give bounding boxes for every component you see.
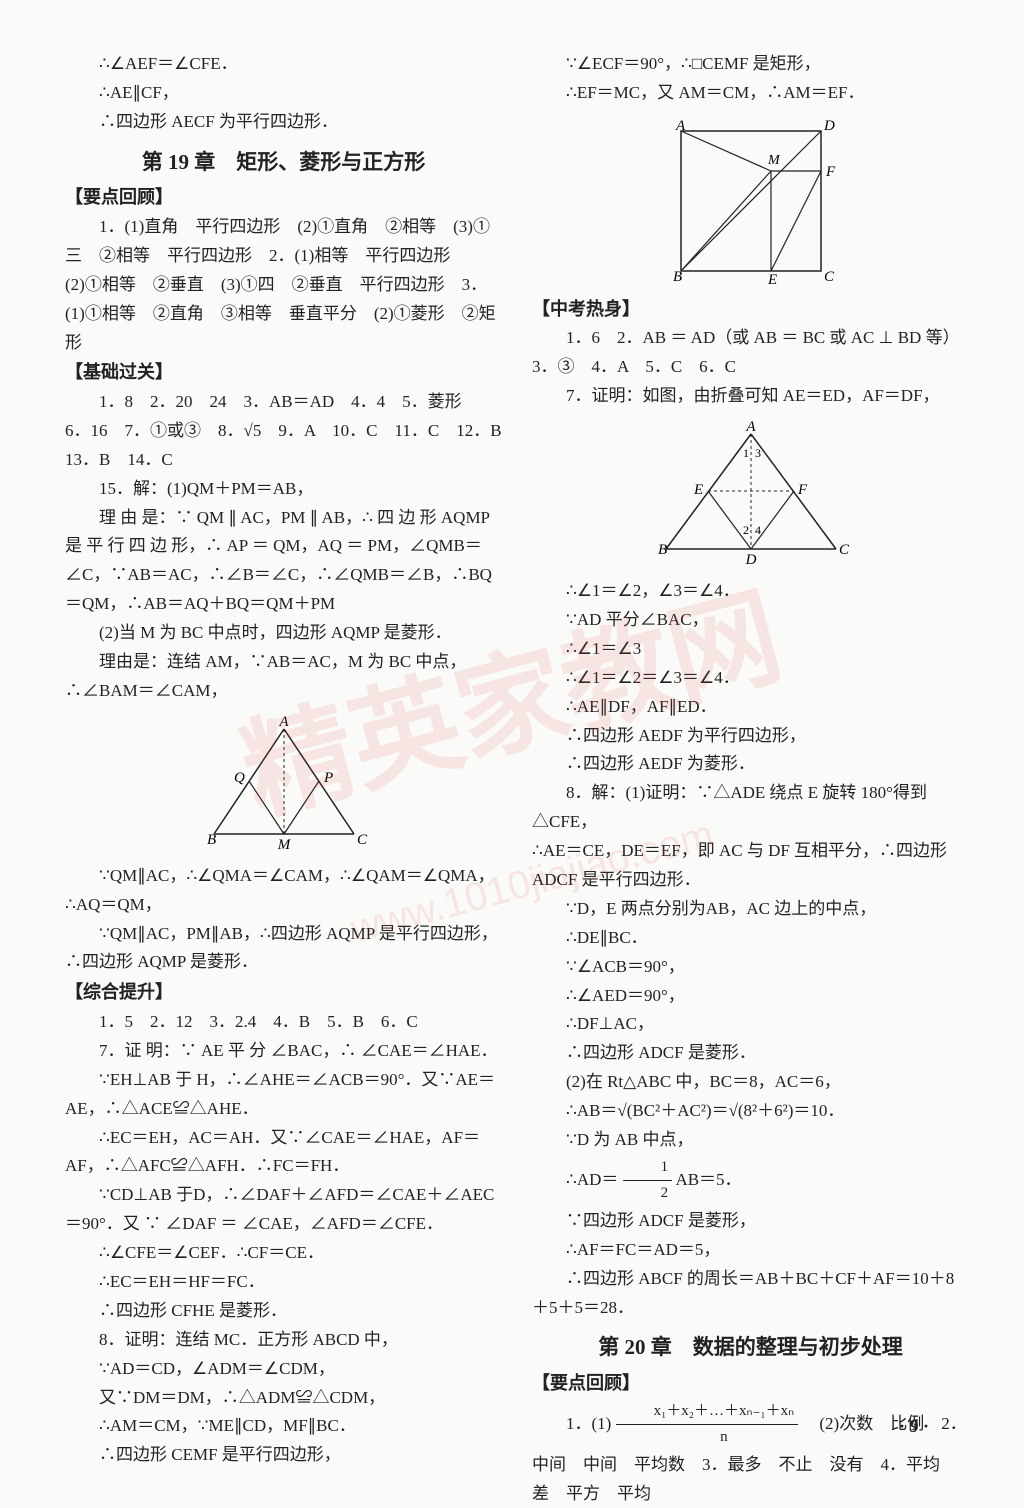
line: ∴四边形 AECF 为平行四边形．: [65, 108, 502, 137]
section-yaodian: 【要点回顾】: [65, 182, 502, 213]
q7r-4: ∴∠1＝∠3: [532, 635, 969, 664]
q8r-10: ∴AB＝√(BC²＋AC²)＝√(8²＋6²)＝10．: [532, 1097, 969, 1126]
r1: ∵∠ECF＝90°，∴□CEMF 是矩形，: [532, 50, 969, 79]
triangle-figure-2: A B C E F D 1 3 2 4: [532, 419, 969, 569]
q8r-15: ∴四边形 ABCF 的周长＝AB＋BC＋CF＋AF＝10＋8＋5＋5＝28．: [532, 1265, 969, 1323]
chapter-19-title: 第 19 章 矩形、菱形与正方形: [65, 145, 502, 181]
q7r-7: ∴四边形 AEDF 为平行四边形，: [532, 722, 969, 751]
svg-text:D: D: [744, 552, 756, 568]
section-zonghe: 【综合提升】: [65, 977, 502, 1008]
q8r-6: ∴∠AED＝90°，: [532, 982, 969, 1011]
q8r-12: ∴AD＝ 1 2 AB＝5．: [532, 1155, 969, 1207]
q8-5: ∴四边形 CEMF 是平行四边形，: [65, 1441, 502, 1470]
q7-4: ∵CD⊥AB 于D，∴∠DAF＋∠AFD＝∠CAE＋∠AEC＝90°．又 ∵ ∠…: [65, 1181, 502, 1239]
left-column: ∴∠AEF＝∠CFE． ∴AE∥CF， ∴四边形 AECF 为平行四边形． 第 …: [65, 50, 502, 1508]
q7-5: ∴∠CFE＝∠CEF．∴CF＝CE．: [65, 1239, 502, 1268]
q7-6: ∴EC＝EH＝HF＝FC．: [65, 1268, 502, 1297]
svg-text:A: A: [278, 714, 289, 730]
section-jichu: 【基础过关】: [65, 357, 502, 388]
section-yaodian2: 【要点回顾】: [532, 1368, 969, 1399]
svg-text:F: F: [825, 164, 836, 180]
svg-text:D: D: [823, 118, 835, 134]
svg-text:P: P: [323, 770, 333, 786]
q7r-1: 7．证明：如图，由折叠可知 AE＝ED，AF＝DF，: [532, 382, 969, 411]
two-column-layout: ∴∠AEF＝∠CFE． ∴AE∥CF， ∴四边形 AECF 为平行四边形． 第 …: [65, 50, 969, 1508]
q8r-4: ∴DE∥BC．: [532, 924, 969, 953]
fraction-mean: x₁＋x₂＋…＋xₙ₋₁＋xₙ n: [616, 1399, 799, 1451]
q8r-12a: ∴AD＝: [566, 1170, 618, 1189]
jichu-answers: 1．8 2．20 24 3．AB＝AD 4．4 5．菱形 6．16 7．①或③ …: [65, 388, 502, 475]
svg-text:F: F: [797, 482, 808, 498]
frac-num: 1: [623, 1155, 673, 1182]
svg-text:A: A: [745, 419, 756, 435]
q8-2: ∵AD＝CD，∠ADM＝∠CDM，: [65, 1355, 502, 1384]
fraction-half: 1 2: [623, 1155, 673, 1207]
right-column: ∵∠ECF＝90°，∴□CEMF 是矩形， ∴EF＝MC，又 AM＝CM，∴AM…: [532, 50, 969, 1508]
q7r-8: ∴四边形 AEDF 为菱形．: [532, 750, 969, 779]
q8r-1: 8．解：(1)证明：∵△ADE 绕点 E 旋转 180°得到△CFE，: [532, 779, 969, 837]
yaodian-content: 1．(1)直角 平行四边形 (2)①直角 ②相等 (3)①三 ②相等 平行四边形…: [65, 213, 502, 357]
q15-line4: 理由是：连结 AM，∵AB＝AC，M 为 BC 中点，∴∠BAM＝∠CAM，: [65, 648, 502, 706]
svg-text:B: B: [673, 269, 682, 285]
q7r-2: ∴∠1＝∠2，∠3＝∠4．: [532, 577, 969, 606]
svg-text:B: B: [658, 542, 667, 558]
zhongkao-answers: 1．6 2．AB ＝ AD（或 AB ＝ BC 或 AC ⊥ BD 等） 3．③…: [532, 324, 969, 382]
q8r-14: ∴AF＝FC＝AD＝5，: [532, 1236, 969, 1265]
q7r-5: ∴∠1＝∠2＝∠3＝∠4．: [532, 664, 969, 693]
svg-text:M: M: [276, 837, 291, 853]
yd2-1a: 1．(1): [566, 1414, 611, 1433]
page-number: · 9 ·: [899, 1411, 929, 1442]
square-figure: A D B C M F E: [532, 116, 969, 286]
svg-text:Q: Q: [234, 770, 245, 786]
q7-7: ∴四边形 CFHE 是菱形．: [65, 1297, 502, 1326]
q7-1: 7．证 明：∵ AE 平 分 ∠BAC，∴ ∠CAE＝∠HAE．: [65, 1037, 502, 1066]
svg-text:M: M: [767, 153, 781, 168]
svg-text:C: C: [824, 269, 835, 285]
svg-text:C: C: [839, 542, 850, 558]
q15-line3: (2)当 M 为 BC 中点时，四边形 AQMP 是菱形．: [65, 619, 502, 648]
triangle-figure-1: A B C Q P M: [65, 714, 502, 854]
svg-text:C: C: [357, 832, 368, 848]
q8r-13: ∵四边形 ADCF 是菱形，: [532, 1207, 969, 1236]
q8r-11: ∵D 为 AB 中点，: [532, 1126, 969, 1155]
q8-1: 8．证明：连结 MC．正方形 ABCD 中，: [65, 1326, 502, 1355]
q8-4: ∴AM＝CM，∵ME∥CD，MF∥BC．: [65, 1412, 502, 1441]
q7r-3: ∵AD 平分∠BAC，: [532, 606, 969, 635]
q7-3: ∴EC＝EH，AC＝AH．又∵∠CAE＝∠HAE，AF＝AF，∴△AFC≌△AF…: [65, 1124, 502, 1182]
q7-2: ∵EH⊥AB 于 H，∴∠AHE＝∠ACB＝90°．又∵AE＝AE，∴△ACE≌…: [65, 1066, 502, 1124]
q8r-2: ∴AE＝CE，DE＝EF，即 AC 与 DF 互相平分，∴四边形 ADCF 是平…: [532, 837, 969, 895]
svg-text:E: E: [693, 482, 703, 498]
frac-num: x₁＋x₂＋…＋xₙ₋₁＋xₙ: [616, 1399, 799, 1426]
line: ∴∠AEF＝∠CFE．: [65, 50, 502, 79]
chapter-20-title: 第 20 章 数据的整理与初步处理: [532, 1330, 969, 1366]
q8r-12b: AB＝5．: [675, 1170, 741, 1189]
q8r-7: ∴DF⊥AC，: [532, 1010, 969, 1039]
frac-den: 2: [623, 1181, 673, 1207]
q8r-8: ∴四边形 ADCF 是菱形．: [532, 1039, 969, 1068]
svg-text:2: 2: [743, 523, 749, 537]
frac-den: n: [616, 1425, 799, 1451]
svg-text:A: A: [675, 118, 686, 134]
q15-line6: ∵QM∥AC，PM∥AB，∴四边形 AQMP 是平行四边形，∴四边形 AQMP …: [65, 920, 502, 978]
q8r-9: (2)在 Rt△ABC 中，BC＝8，AC＝6，: [532, 1068, 969, 1097]
q8r-3: ∵D，E 两点分别为AB，AC 边上的中点，: [532, 895, 969, 924]
svg-text:B: B: [207, 832, 216, 848]
q15-line1: 15．解：(1)QM＋PM＝AB，: [65, 475, 502, 504]
q7r-6: ∴AE∥DF，AF∥ED．: [532, 693, 969, 722]
section-zhongkao: 【中考热身】: [532, 294, 969, 325]
q8-3: 又∵DM＝DM，∴△ADM≌△CDM，: [65, 1384, 502, 1413]
svg-text:1: 1: [743, 446, 749, 460]
q15-line2: 理 由 是：∵ QM ∥ AC，PM ∥ AB，∴ 四 边 形 AQMP 是 平…: [65, 504, 502, 620]
svg-text:4: 4: [755, 523, 761, 537]
line: ∴AE∥CF，: [65, 79, 502, 108]
svg-text:3: 3: [755, 446, 761, 460]
zonghe-answers: 1．5 2．12 3．2.4 4．B 5．B 6．C: [65, 1008, 502, 1037]
q8r-5: ∵∠ACB＝90°，: [532, 953, 969, 982]
svg-text:E: E: [767, 272, 777, 286]
r2: ∴EF＝MC，又 AM＝CM，∴AM＝EF．: [532, 79, 969, 108]
q15-line5: ∵QM∥AC，∴∠QMA＝∠CAM，∴∠QAM＝∠QMA，∴AQ＝QM，: [65, 862, 502, 920]
